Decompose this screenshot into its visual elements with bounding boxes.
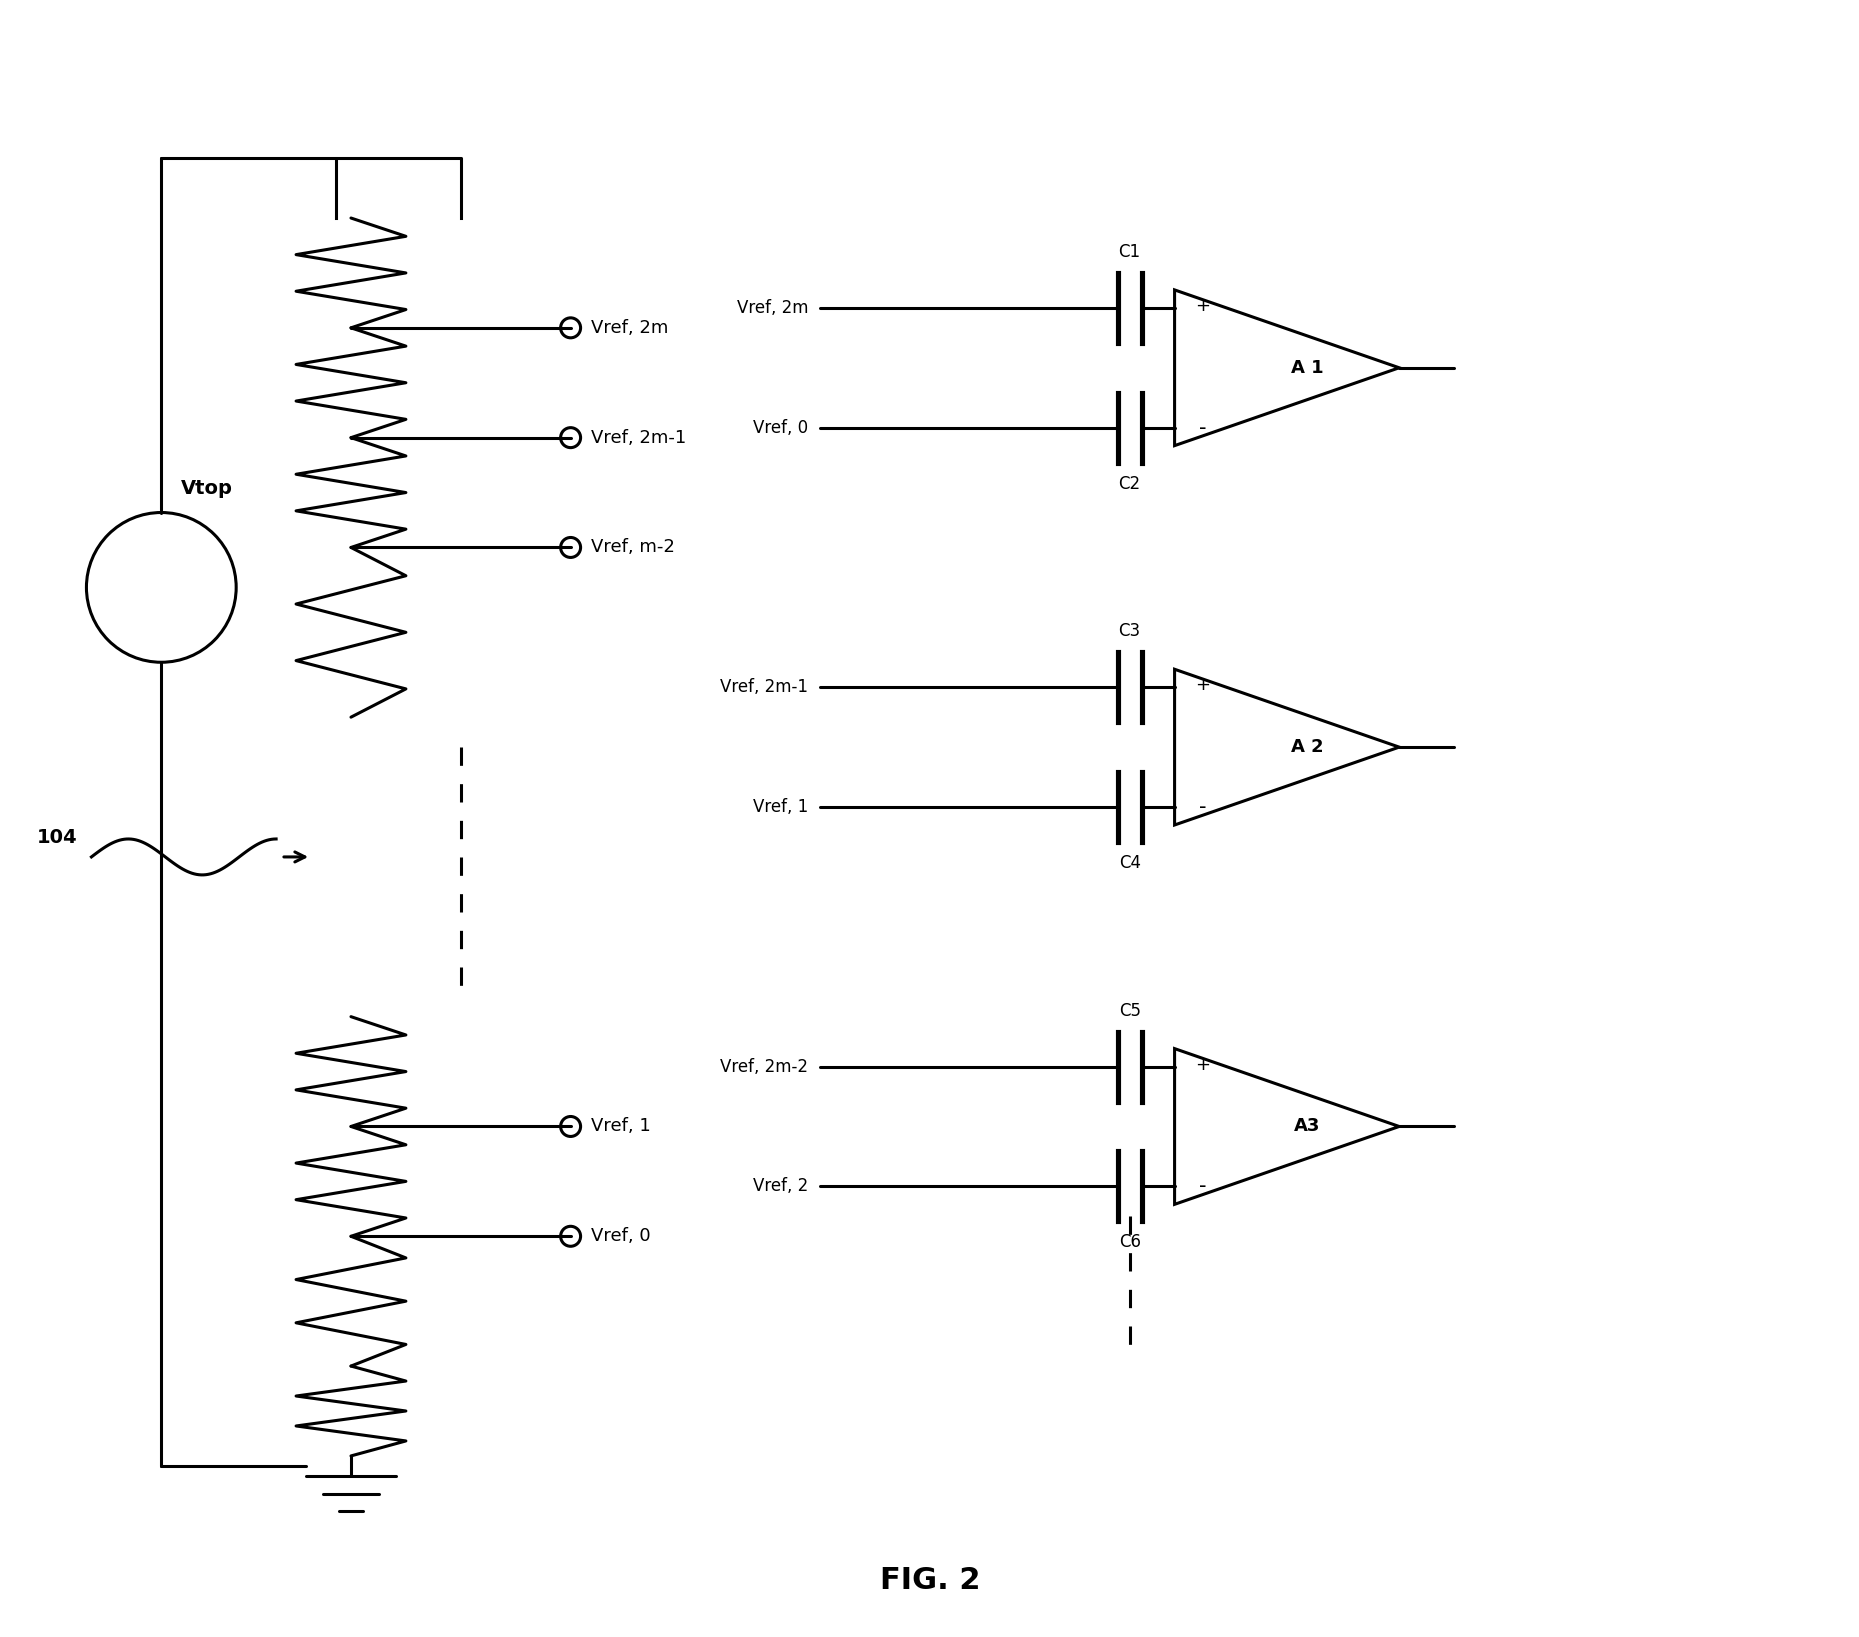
Text: +: + [1195, 296, 1210, 314]
Text: FIG. 2: FIG. 2 [879, 1567, 980, 1594]
Text: A 1: A 1 [1290, 359, 1324, 377]
Text: -: - [1199, 417, 1206, 437]
Text: C3: C3 [1119, 622, 1141, 640]
Text: A3: A3 [1294, 1118, 1320, 1136]
Text: Vref, 2m-1: Vref, 2m-1 [719, 678, 809, 696]
Text: C1: C1 [1119, 242, 1141, 260]
Text: Vref, 1: Vref, 1 [591, 1118, 651, 1136]
Text: Vref, 1: Vref, 1 [753, 797, 809, 815]
Text: Vref, m-2: Vref, m-2 [591, 539, 675, 557]
Text: -: - [1199, 1177, 1206, 1197]
Text: Vref, 2: Vref, 2 [753, 1177, 809, 1195]
Text: Vref, 0: Vref, 0 [591, 1228, 651, 1246]
Text: Vref, 2m-1: Vref, 2m-1 [591, 429, 686, 447]
Text: Vref, 0: Vref, 0 [753, 419, 809, 437]
Text: Vref, 2m: Vref, 2m [736, 300, 809, 318]
Text: 104: 104 [37, 828, 76, 846]
Text: C5: C5 [1119, 1002, 1141, 1020]
Text: C2: C2 [1119, 475, 1141, 493]
Text: +: + [1195, 676, 1210, 694]
Text: Vref, 2m-2: Vref, 2m-2 [719, 1058, 809, 1076]
Text: C4: C4 [1119, 855, 1141, 873]
Text: -: - [1199, 797, 1206, 817]
Text: A 2: A 2 [1290, 738, 1324, 756]
Text: Vref, 2m: Vref, 2m [591, 319, 667, 337]
Text: C6: C6 [1119, 1233, 1141, 1251]
Text: Vtop: Vtop [182, 478, 232, 498]
Text: +: + [1195, 1056, 1210, 1074]
